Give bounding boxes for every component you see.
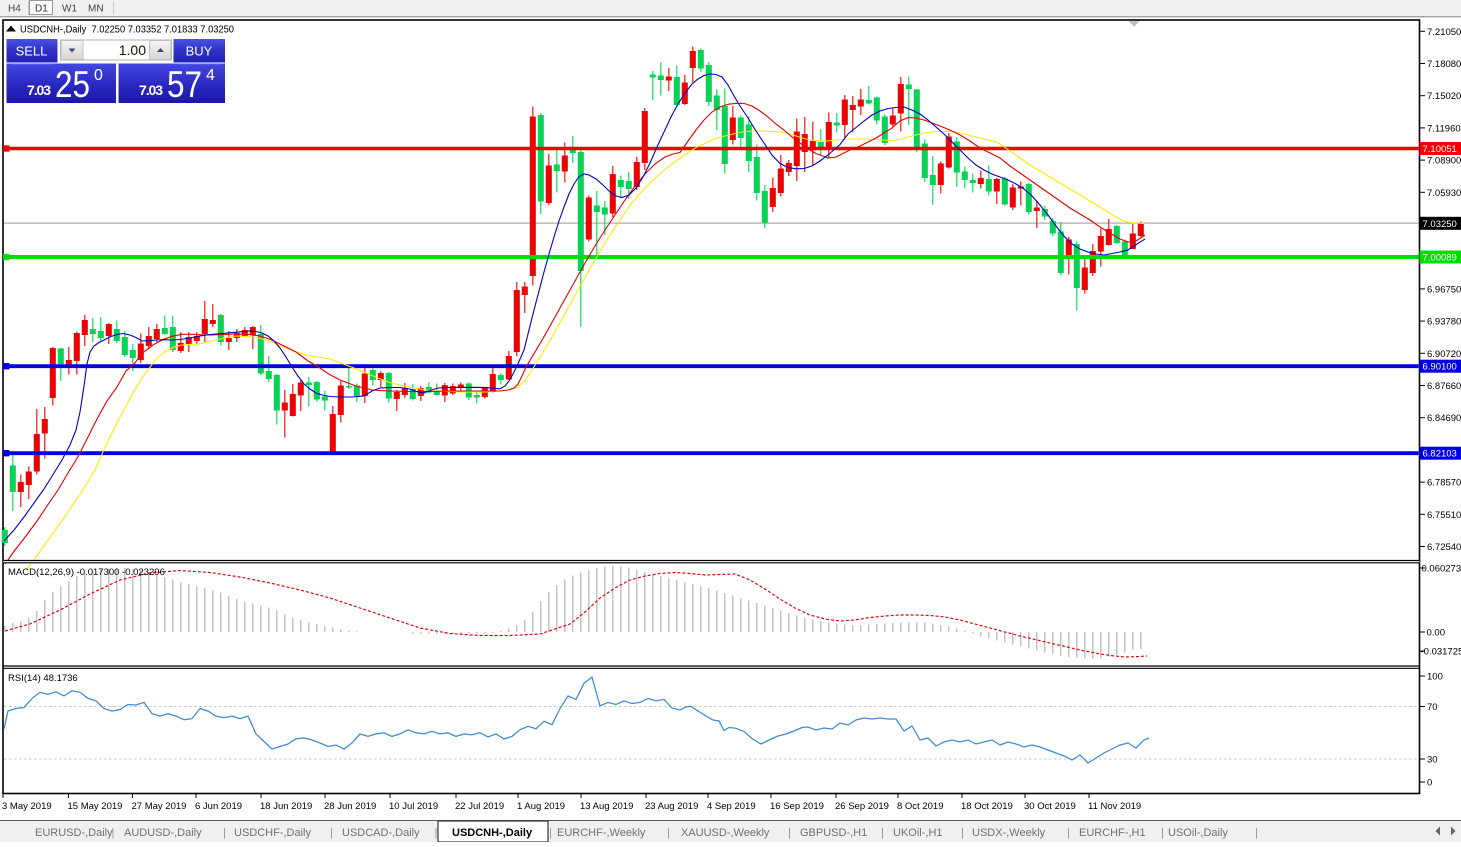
svg-text:7.00089: 7.00089 xyxy=(1423,253,1457,264)
svg-text:26 Sep 2019: 26 Sep 2019 xyxy=(835,801,889,812)
svg-text:AUDUSD-,Daily: AUDUSD-,Daily xyxy=(124,827,202,839)
svg-text:D1: D1 xyxy=(35,4,48,15)
svg-text:UKOil-,H1: UKOil-,H1 xyxy=(893,827,943,839)
svg-text:22 Jul 2019: 22 Jul 2019 xyxy=(455,801,504,812)
svg-text:6.75510: 6.75510 xyxy=(1427,510,1461,521)
svg-text:|: | xyxy=(223,827,226,839)
svg-text:6.96750: 6.96750 xyxy=(1427,284,1461,295)
svg-text:6.72540: 6.72540 xyxy=(1427,542,1461,553)
svg-text:6.84690: 6.84690 xyxy=(1427,413,1461,424)
svg-text:XAUUSD-,Weekly: XAUUSD-,Weekly xyxy=(681,827,770,839)
svg-text:4: 4 xyxy=(206,67,215,84)
svg-text:30: 30 xyxy=(1427,755,1438,766)
svg-text:7.15020: 7.15020 xyxy=(1427,91,1461,102)
svg-text:18 Oct 2019: 18 Oct 2019 xyxy=(961,801,1013,812)
svg-text:|: | xyxy=(435,827,438,839)
svg-text:15 May 2019: 15 May 2019 xyxy=(68,801,123,812)
svg-text:6.78570: 6.78570 xyxy=(1427,478,1461,489)
svg-text:1.00: 1.00 xyxy=(119,42,146,58)
svg-text:RSI(14) 48.1736: RSI(14) 48.1736 xyxy=(8,673,78,684)
svg-text:7.18080: 7.18080 xyxy=(1427,59,1461,70)
svg-text:4 Sep 2019: 4 Sep 2019 xyxy=(707,801,756,812)
svg-text:USDX-,Weekly: USDX-,Weekly xyxy=(972,827,1046,839)
svg-text:7.03: 7.03 xyxy=(139,82,163,98)
svg-text:100: 100 xyxy=(1427,672,1443,683)
svg-text:57: 57 xyxy=(167,64,202,105)
svg-text:6.90720: 6.90720 xyxy=(1427,349,1461,360)
svg-text:16 Sep 2019: 16 Sep 2019 xyxy=(770,801,824,812)
svg-text:0.060273: 0.060273 xyxy=(1422,564,1461,575)
svg-text:7.08900: 7.08900 xyxy=(1427,156,1461,167)
svg-text:MN: MN xyxy=(88,4,104,15)
svg-text:0: 0 xyxy=(94,67,103,84)
svg-text:6 Jun 2019: 6 Jun 2019 xyxy=(195,801,242,812)
svg-text:MACD(12,26,9) -0.017300 -0.023: MACD(12,26,9) -0.017300 -0.023296 xyxy=(8,567,165,578)
svg-text:|: | xyxy=(1161,827,1164,839)
svg-text:H4: H4 xyxy=(8,4,21,15)
svg-text:SELL: SELL xyxy=(16,44,48,59)
svg-text:7.05930: 7.05930 xyxy=(1427,188,1461,199)
svg-text:70: 70 xyxy=(1427,702,1438,713)
svg-text:3 May 2019: 3 May 2019 xyxy=(2,801,52,812)
svg-text:30 Oct 2019: 30 Oct 2019 xyxy=(1024,801,1076,812)
svg-text:|: | xyxy=(667,827,670,839)
svg-text:|: | xyxy=(549,827,552,839)
svg-text:11 Nov 2019: 11 Nov 2019 xyxy=(1088,801,1141,812)
svg-text:USOil-,Daily: USOil-,Daily xyxy=(1168,827,1228,839)
svg-text:7.21050: 7.21050 xyxy=(1427,27,1461,38)
svg-text:10 Jul 2019: 10 Jul 2019 xyxy=(389,801,438,812)
svg-text:|: | xyxy=(788,827,791,839)
svg-text:-0.031725: -0.031725 xyxy=(1421,647,1461,658)
svg-text:W1: W1 xyxy=(62,4,77,15)
svg-text:EURCHF-,H1: EURCHF-,H1 xyxy=(1079,827,1146,839)
svg-text:7.10051: 7.10051 xyxy=(1423,144,1457,155)
svg-text:6.87660: 6.87660 xyxy=(1427,381,1461,392)
svg-text:EURUSD-,Daily: EURUSD-,Daily xyxy=(35,827,113,839)
svg-text:7.11960: 7.11960 xyxy=(1427,123,1461,134)
svg-text:7.03250: 7.03250 xyxy=(1423,219,1457,230)
svg-text:0.00: 0.00 xyxy=(1427,628,1446,639)
svg-text:25: 25 xyxy=(55,64,90,105)
svg-text:6.93780: 6.93780 xyxy=(1427,317,1461,328)
svg-text:18 Jun 2019: 18 Jun 2019 xyxy=(260,801,312,812)
svg-text:6.82103: 6.82103 xyxy=(1423,449,1457,460)
svg-text:1 Aug 2019: 1 Aug 2019 xyxy=(517,801,565,812)
svg-text:BUY: BUY xyxy=(186,44,213,59)
svg-text:23 Aug 2019: 23 Aug 2019 xyxy=(645,801,698,812)
svg-text:USDCHF-,Daily: USDCHF-,Daily xyxy=(234,827,312,839)
svg-text:27 May 2019: 27 May 2019 xyxy=(132,801,187,812)
svg-text:7.03: 7.03 xyxy=(27,82,51,98)
svg-text:|: | xyxy=(112,827,115,839)
svg-text:|: | xyxy=(1067,827,1070,839)
svg-text:|: | xyxy=(881,827,884,839)
svg-text:0: 0 xyxy=(1427,778,1432,789)
svg-text:8 Oct 2019: 8 Oct 2019 xyxy=(897,801,943,812)
svg-text:EURCHF-,Weekly: EURCHF-,Weekly xyxy=(557,827,646,839)
svg-text:USDCNH-,Daily 7.02250 7.03352: USDCNH-,Daily 7.02250 7.03352 7.01833 7.… xyxy=(20,25,234,36)
svg-text:USDCAD-,Daily: USDCAD-,Daily xyxy=(342,827,420,839)
svg-text:USDCNH-,Daily: USDCNH-,Daily xyxy=(452,827,533,839)
svg-text:|: | xyxy=(330,827,333,839)
svg-text:|: | xyxy=(1255,827,1258,839)
svg-text:GBPUSD-,H1: GBPUSD-,H1 xyxy=(800,827,867,839)
svg-text:|: | xyxy=(961,827,964,839)
svg-text:28 Jun 2019: 28 Jun 2019 xyxy=(324,801,376,812)
svg-text:13 Aug 2019: 13 Aug 2019 xyxy=(580,801,633,812)
svg-text:6.90100: 6.90100 xyxy=(1423,362,1457,373)
